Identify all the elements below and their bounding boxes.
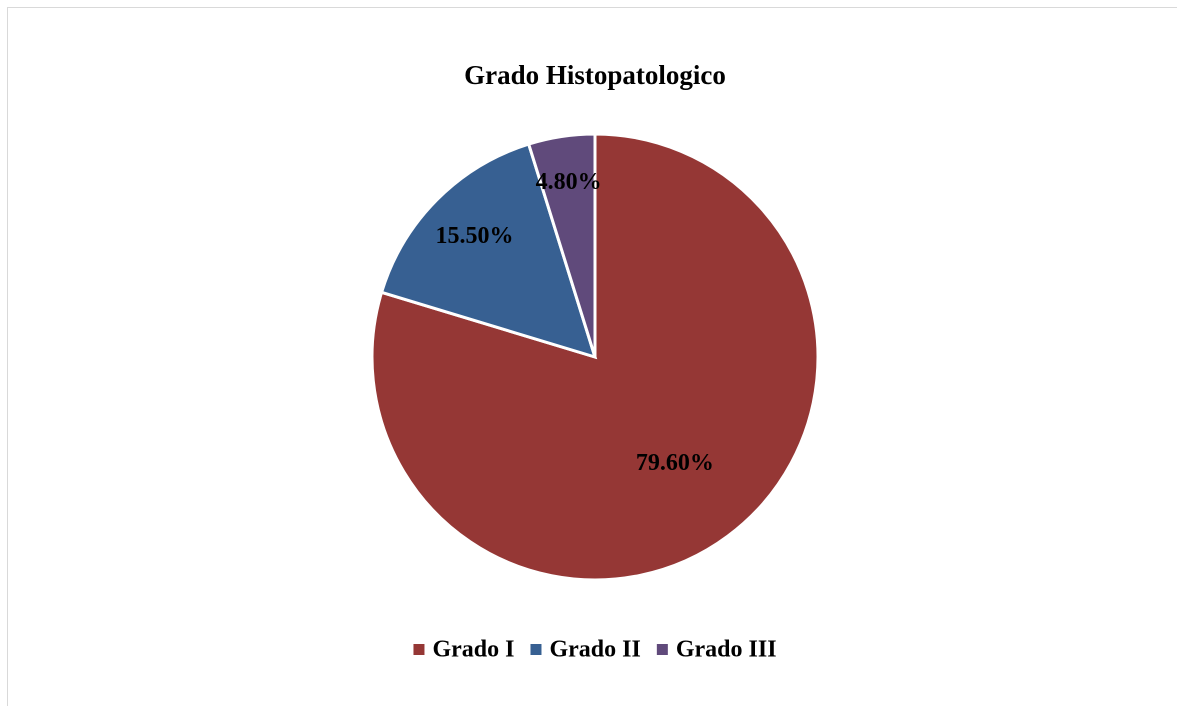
chart-title: Grado Histopatologico bbox=[464, 60, 726, 90]
data-label: 15.50% bbox=[435, 223, 513, 249]
pie-slice bbox=[526, 132, 597, 358]
legend-label: Grado III bbox=[676, 637, 777, 663]
pie-slice bbox=[379, 142, 598, 360]
legend-label: Grado II bbox=[549, 637, 640, 663]
legend-swatch bbox=[530, 644, 542, 655]
data-label: 79.60% bbox=[636, 450, 714, 476]
legend-swatch bbox=[413, 644, 425, 655]
legend-swatch bbox=[656, 644, 668, 655]
legend-label: Grado I bbox=[432, 637, 514, 663]
data-label: 4.80% bbox=[536, 169, 602, 195]
